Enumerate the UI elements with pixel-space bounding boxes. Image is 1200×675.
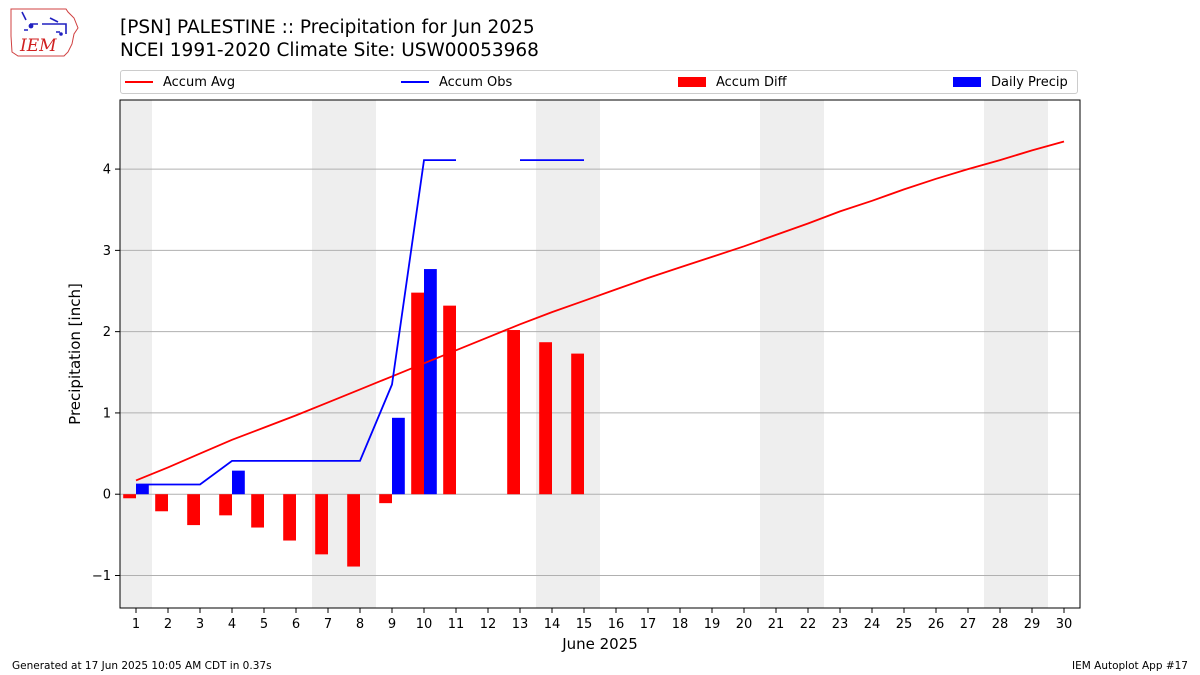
x-tick-label: 17 [640, 617, 657, 632]
accum-diff-bar [187, 494, 200, 526]
legend-label: Accum Diff [716, 75, 787, 90]
x-tick-label: 25 [896, 617, 913, 632]
accum-diff-bar [379, 494, 392, 504]
legend-swatch [401, 80, 429, 83]
plot-frame [119, 99, 1081, 609]
accum-diff-bar [123, 494, 136, 499]
accum-diff-bar [507, 330, 520, 495]
legend-item-accum-obs: Accum Obs [401, 74, 512, 92]
y-tick-label: 4 [103, 163, 111, 178]
accum-diff-bar [411, 292, 424, 495]
x-tick-label: 6 [292, 617, 300, 632]
accum-diff-bar [347, 494, 360, 567]
legend-item-daily-precip: Daily Precip [953, 74, 1068, 92]
x-tick-label: 18 [672, 617, 689, 632]
accum-diff-bar [155, 494, 168, 512]
app-credit: IEM Autoplot App #17 [1072, 660, 1188, 672]
x-tick-label: 19 [704, 617, 721, 632]
legend-swatch [953, 76, 981, 87]
weekend-shading [120, 100, 1048, 608]
x-tick-label: 11 [448, 617, 465, 632]
chart-title: [PSN] PALESTINE :: Precipitation for Jun… [120, 17, 535, 38]
accum-obs-line [136, 159, 456, 486]
weekend-band [760, 100, 824, 608]
y-tick-label: −1 [92, 569, 111, 584]
x-tick-label: 9 [388, 617, 396, 632]
x-tick-label: 29 [1024, 617, 1041, 632]
accum-diff-bar [571, 353, 584, 495]
weather-symbols [21, 11, 67, 34]
x-tick-label: 1 [132, 617, 140, 632]
daily-precip-bar [232, 470, 245, 495]
y-tick-label: 0 [103, 488, 111, 503]
x-tick-label: 23 [832, 617, 849, 632]
legend-swatch [125, 80, 153, 83]
x-tick-label: 15 [576, 617, 593, 632]
x-tick-label: 7 [324, 617, 332, 632]
x-tick-label: 2 [164, 617, 172, 632]
y-tick-label: 2 [103, 325, 111, 340]
x-tick-label: 8 [356, 617, 364, 632]
accum-diff-bar [315, 494, 328, 555]
x-tick-label: 16 [608, 617, 625, 632]
iem-logo: IEM [10, 8, 79, 57]
daily-precip-bar [136, 484, 149, 495]
x-tick-label: 3 [196, 617, 204, 632]
x-tick-label: 26 [928, 617, 945, 632]
accum-diff-bar [443, 305, 456, 495]
x-tick-label: 28 [992, 617, 1009, 632]
legend-item-accum-avg: Accum Avg [125, 74, 235, 92]
y-tick-label: 1 [103, 406, 111, 421]
gridlines [120, 168, 1080, 576]
legend-swatch [678, 76, 706, 87]
accum-diff-bar [539, 342, 552, 495]
accum-diff-bar [219, 494, 232, 516]
accum-diff-bar [283, 494, 296, 541]
legend: Accum Avg Accum Obs Accum Diff Daily Pre… [120, 70, 1078, 94]
bars [123, 269, 584, 567]
chart-subtitle: NCEI 1991-2020 Climate Site: USW00053968 [120, 40, 539, 61]
x-tick-label: 10 [416, 617, 433, 632]
x-tick-label: 13 [512, 617, 529, 632]
y-axis-label: Precipitation [inch] [66, 283, 84, 425]
x-tick-label: 30 [1056, 617, 1073, 632]
x-tick-label: 4 [228, 617, 236, 632]
accum-avg-line [135, 140, 1065, 482]
legend-label: Accum Avg [163, 75, 236, 90]
daily-precip-bar [424, 269, 437, 495]
x-tick-label: 14 [544, 617, 561, 632]
weekend-band [984, 100, 1048, 608]
y-tick-label: 3 [103, 244, 111, 259]
x-tick-label: 20 [736, 617, 753, 632]
legend-label: Daily Precip [991, 75, 1068, 90]
x-tick-label: 22 [800, 617, 817, 632]
x-axis-label: June 2025 [561, 635, 638, 653]
iowa-state-outline [10, 8, 79, 57]
logo-text: IEM [19, 36, 57, 56]
generated-timestamp: Generated at 17 Jun 2025 10:05 AM CDT in… [12, 660, 272, 672]
series-lines [135, 140, 1065, 486]
legend-label: Accum Obs [439, 75, 513, 90]
x-tick-label: 12 [480, 617, 497, 632]
weekend-band [120, 100, 152, 608]
x-tick-label: 21 [768, 617, 785, 632]
x-tick-label: 27 [960, 617, 977, 632]
legend-item-accum-diff: Accum Diff [678, 74, 787, 92]
accum-diff-bar [251, 494, 264, 528]
daily-precip-bar [392, 417, 405, 495]
x-tick-label: 24 [864, 617, 881, 632]
x-tick-label: 5 [260, 617, 268, 632]
